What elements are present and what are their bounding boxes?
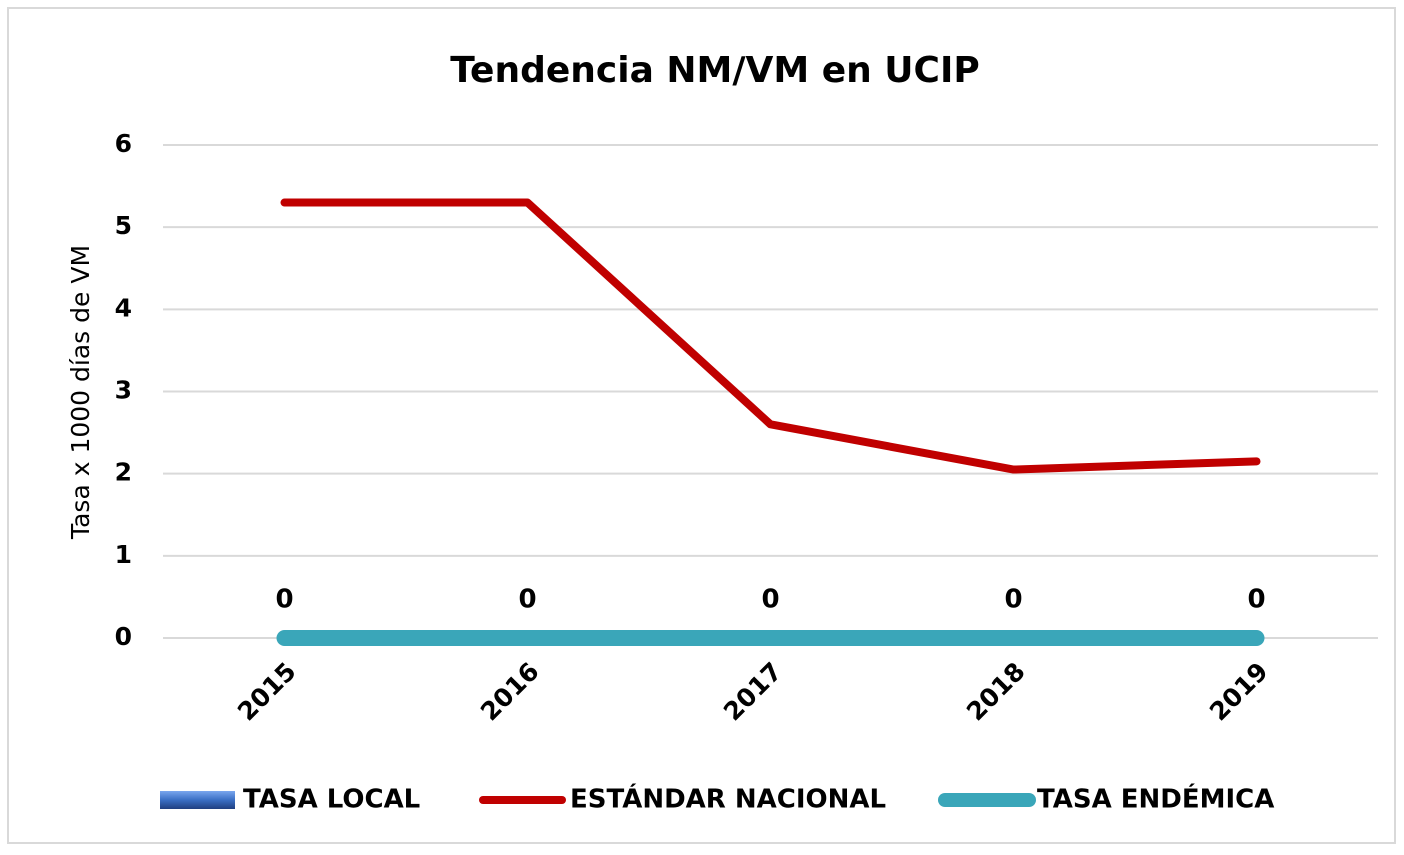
data-label: 0 [275,585,293,615]
data-label: 0 [518,585,536,615]
y-tick-label: 0 [115,622,132,651]
chart-title: Tendencia NM/VM en UCIP [450,50,979,91]
data-label: 0 [1247,585,1265,615]
legend-label: ESTÁNDAR NACIONAL [570,783,886,815]
legend-swatch [160,791,235,809]
y-tick-label: 4 [115,293,132,322]
data-label: 0 [761,585,779,615]
y-tick-label: 2 [115,458,132,487]
chart-border [7,7,1396,844]
y-tick-label: 3 [115,376,132,405]
y-tick-label: 1 [115,540,132,569]
data-label: 0 [1004,585,1022,615]
y-tick-label: 5 [115,211,132,240]
y-tick-label: 6 [115,129,132,158]
legend-label: TASA ENDÉMICA [1037,783,1274,815]
y-axis-label: Tasa x 1000 días de VM [66,245,95,540]
line [280,198,1261,474]
legend-label: TASA LOCAL [243,785,420,815]
